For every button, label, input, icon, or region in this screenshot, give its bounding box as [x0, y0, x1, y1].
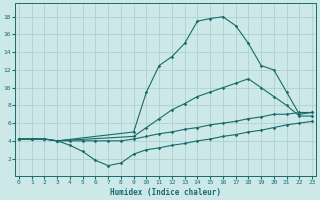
X-axis label: Humidex (Indice chaleur): Humidex (Indice chaleur) — [110, 188, 221, 197]
